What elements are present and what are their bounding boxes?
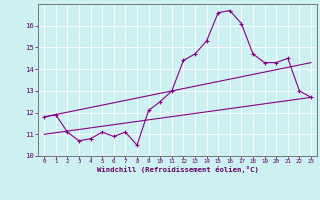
X-axis label: Windchill (Refroidissement éolien,°C): Windchill (Refroidissement éolien,°C) <box>97 166 259 173</box>
